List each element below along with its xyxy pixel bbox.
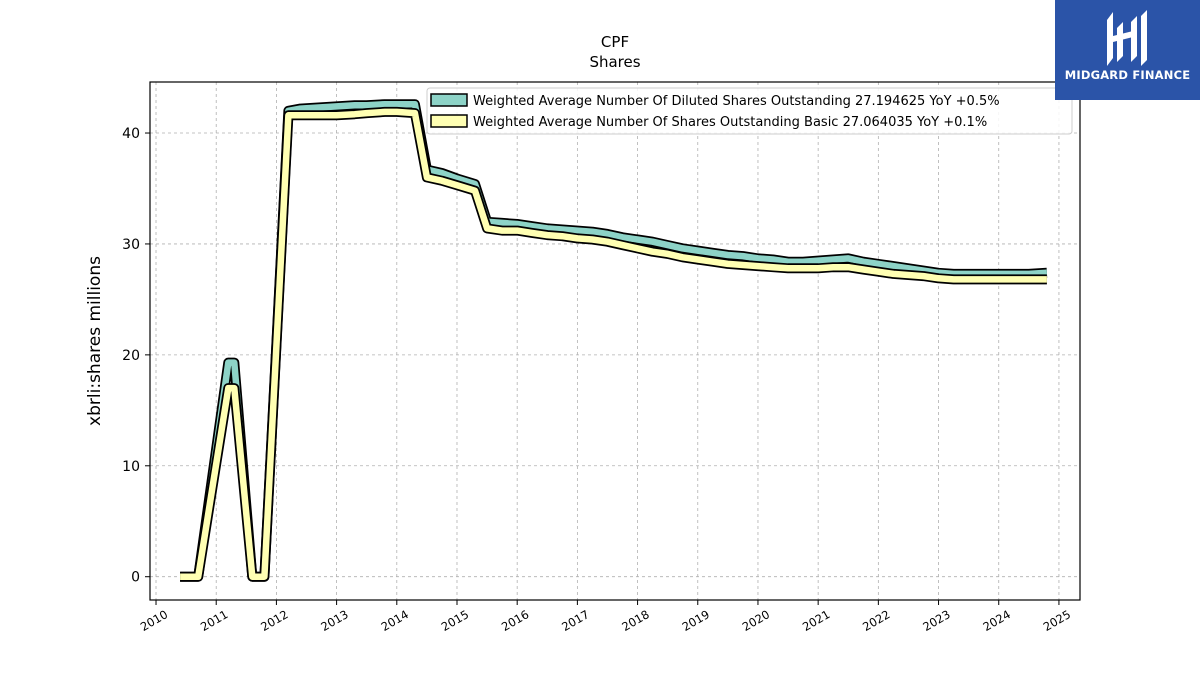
legend: Weighted Average Number Of Diluted Share… — [426, 87, 1073, 135]
chart-subtitle: Shares — [589, 53, 640, 71]
legend-box — [426, 87, 1073, 135]
x-tick-label: 2022 — [860, 607, 892, 634]
logo-mark-icon — [1107, 10, 1147, 66]
x-tick-label: 2024 — [981, 607, 1013, 634]
series-outline-1 — [180, 106, 1047, 582]
legend-label-basic: Weighted Average Number Of Shares Outsta… — [473, 115, 987, 130]
y-tick-label: 30 — [122, 237, 140, 253]
plot-area — [149, 81, 1081, 601]
legend-swatch-basic — [430, 114, 468, 128]
x-tick-label: 2015 — [439, 607, 471, 634]
series-layer — [179, 99, 1048, 582]
x-tick-label: 2023 — [920, 607, 952, 634]
x-tick-label: 2019 — [680, 607, 712, 634]
x-tick-label: 2016 — [499, 607, 531, 634]
y-tick-label: 0 — [131, 570, 140, 586]
x-tick-label: 2017 — [559, 607, 591, 634]
midgard-finance-logo: MIDGARD FINANCE — [1055, 0, 1200, 100]
x-tick-label: 2025 — [1041, 607, 1073, 634]
y-tick-label: 20 — [122, 348, 140, 364]
y-axis-label: xbrli:shares millions — [85, 256, 105, 426]
x-tick-label: 2020 — [740, 607, 772, 634]
series-outline-0 — [180, 99, 1048, 582]
x-tick-label: 2010 — [138, 607, 170, 634]
legend-swatch-diluted — [430, 93, 468, 107]
y-tick-label: 10 — [122, 459, 140, 475]
x-tick-label: 2013 — [318, 607, 350, 634]
x-tick-label: 2011 — [198, 607, 230, 634]
logo-text: MIDGARD FINANCE — [1064, 68, 1191, 82]
x-tick-label: 2018 — [619, 607, 651, 634]
y-tick-label: 40 — [122, 126, 140, 142]
legend-label-diluted: Weighted Average Number Of Diluted Share… — [473, 94, 1000, 109]
chart-title: CPF — [601, 33, 629, 51]
x-tick-label: 2014 — [379, 607, 411, 634]
x-tick-label: 2012 — [258, 607, 290, 634]
series-line-1 — [180, 108, 1047, 580]
x-tick-label: 2021 — [800, 607, 832, 634]
series-line-0 — [180, 100, 1048, 580]
